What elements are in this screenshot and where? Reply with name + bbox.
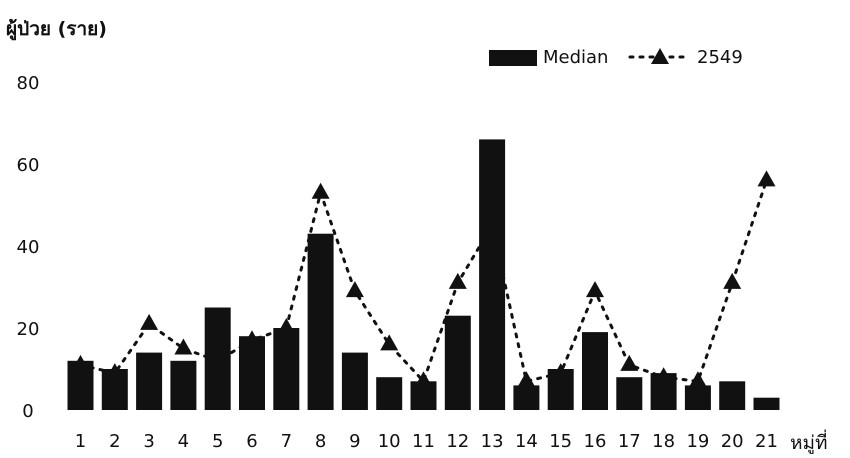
- y-tick-label: 0: [22, 401, 33, 422]
- bar: [307, 233, 334, 410]
- x-tick-label: 19: [686, 431, 709, 452]
- y-tick-label: 80: [17, 73, 40, 94]
- bar: [239, 336, 265, 410]
- bar: [684, 385, 711, 410]
- x-tick-label: 2: [109, 431, 120, 452]
- series-line-2549: [79, 178, 768, 385]
- x-tick-label: 10: [378, 431, 401, 452]
- line-point: [517, 371, 536, 388]
- bar: [136, 352, 163, 410]
- x-tick-label: 5: [212, 431, 223, 452]
- bar: [273, 328, 300, 410]
- x-tick-label: 11: [412, 431, 435, 452]
- line-point: [688, 371, 707, 388]
- legend-line-label: 2549: [697, 47, 743, 68]
- line-point: [483, 215, 502, 232]
- line-point: [277, 318, 296, 334]
- y-axis-label: ผู้ป่วย (ราย): [6, 18, 107, 40]
- legend-bar-label: Median: [543, 47, 609, 68]
- line-point: [586, 281, 604, 298]
- x-tick-label: 3: [143, 431, 154, 452]
- y-tick-label: 20: [17, 319, 40, 340]
- line-point: [311, 182, 330, 199]
- bar: [479, 139, 506, 410]
- x-tick-label: 9: [349, 431, 360, 452]
- bar: [582, 332, 608, 410]
- x-axis-label: หมู่ที่: [790, 432, 828, 454]
- line-point: [174, 338, 193, 355]
- x-tick-label: 13: [481, 431, 504, 452]
- x-tick-label: 6: [246, 431, 257, 452]
- line-point: [345, 281, 364, 298]
- line-point: [71, 354, 90, 371]
- line-point: [243, 330, 261, 347]
- x-tick-label: 21: [755, 431, 778, 452]
- line-point: [654, 367, 673, 384]
- line-point: [620, 354, 639, 371]
- line-point: [414, 371, 433, 388]
- line-point: [208, 350, 227, 367]
- x-tick-label: 18: [652, 431, 675, 452]
- bar: [170, 360, 197, 410]
- bar: [616, 377, 643, 410]
- line-point: [551, 363, 570, 380]
- line-point: [757, 170, 776, 187]
- bar: [341, 352, 368, 410]
- x-tick-label: 7: [281, 431, 292, 452]
- legend-bar-swatch: [489, 50, 537, 66]
- bar: [444, 315, 471, 410]
- bar: [376, 377, 403, 410]
- line-point: [448, 272, 467, 289]
- x-tick-label: 14: [515, 431, 538, 452]
- legend-line-swatch: [628, 48, 692, 64]
- x-tick-label: 17: [618, 431, 641, 452]
- bar: [719, 381, 746, 410]
- line-point: [105, 363, 124, 380]
- line-point: [380, 334, 399, 351]
- y-tick-label: 40: [17, 237, 40, 258]
- bar: [513, 385, 540, 410]
- x-tick-label: 4: [178, 431, 189, 452]
- x-tick-label: 20: [721, 431, 744, 452]
- x-tick-label: 15: [549, 431, 572, 452]
- x-tick-label: 8: [315, 431, 326, 452]
- y-tick-label: 60: [17, 155, 40, 176]
- bar: [753, 397, 780, 410]
- line-point: [140, 313, 159, 330]
- line-point: [723, 272, 742, 289]
- x-tick-label: 16: [584, 431, 607, 452]
- x-tick-label: 1: [75, 431, 86, 452]
- x-tick-label: 12: [446, 431, 469, 452]
